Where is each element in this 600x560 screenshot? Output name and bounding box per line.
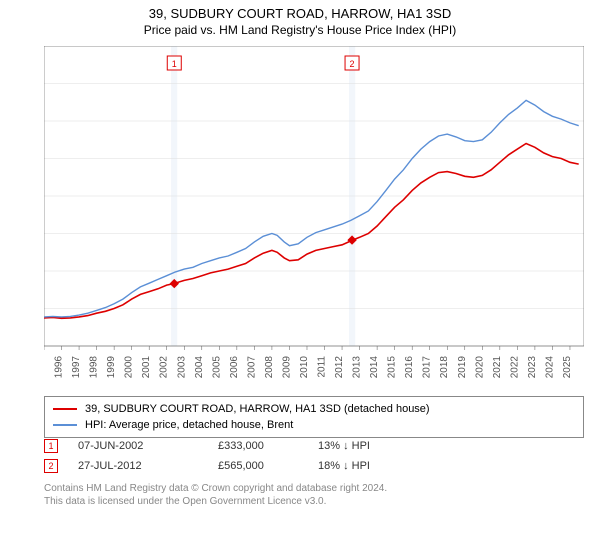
page-subtitle: Price paid vs. HM Land Registry's House …	[0, 23, 600, 37]
svg-text:1997: 1997	[71, 356, 82, 379]
svg-text:2015: 2015	[387, 356, 398, 379]
sale-delta: 13% ↓ HPI	[318, 440, 438, 452]
svg-text:2008: 2008	[264, 356, 275, 379]
svg-text:2017: 2017	[422, 356, 433, 379]
svg-text:2022: 2022	[509, 356, 520, 379]
sale-row: 1 07-JUN-2002£333,00013% ↓ HPI	[44, 436, 438, 456]
svg-text:2016: 2016	[404, 356, 415, 379]
svg-text:2011: 2011	[317, 356, 328, 378]
svg-text:2: 2	[350, 59, 355, 69]
svg-text:2004: 2004	[194, 356, 205, 379]
sale-date: 27-JUL-2012	[78, 460, 218, 472]
svg-text:2023: 2023	[527, 356, 538, 379]
svg-text:1995: 1995	[44, 356, 47, 379]
sale-date: 07-JUN-2002	[78, 440, 218, 452]
sale-row: 2 27-JUL-2012£565,00018% ↓ HPI	[44, 456, 438, 476]
page-title: 39, SUDBURY COURT ROAD, HARROW, HA1 3SD	[0, 6, 600, 21]
price-chart: £0£200K£400K£600K£800K£1M£1.2M£1.4M£1.6M…	[44, 46, 584, 386]
svg-text:2001: 2001	[141, 356, 152, 379]
attribution-footer: Contains HM Land Registry data © Crown c…	[44, 482, 584, 508]
svg-text:1996: 1996	[54, 356, 65, 379]
svg-text:2006: 2006	[229, 356, 240, 379]
sale-marker-box: 1	[44, 439, 58, 453]
sales-table: 1 07-JUN-2002£333,00013% ↓ HPI 2 27-JUL-201…	[44, 436, 438, 476]
svg-text:2020: 2020	[474, 356, 485, 379]
legend-swatch	[53, 408, 77, 410]
svg-text:2010: 2010	[299, 356, 310, 379]
legend: 39, SUDBURY COURT ROAD, HARROW, HA1 3SD …	[44, 396, 584, 438]
svg-text:2019: 2019	[457, 356, 468, 379]
svg-text:2014: 2014	[369, 356, 380, 379]
footer-line: Contains HM Land Registry data © Crown c…	[44, 482, 584, 495]
sale-price: £333,000	[218, 440, 318, 452]
legend-label: HPI: Average price, detached house, Bren…	[85, 419, 293, 431]
sale-marker-box: 2	[44, 459, 58, 473]
svg-text:2005: 2005	[211, 356, 222, 379]
svg-text:2000: 2000	[124, 356, 135, 379]
svg-text:2024: 2024	[544, 356, 555, 379]
footer-line: This data is licensed under the Open Gov…	[44, 495, 584, 508]
svg-text:2025: 2025	[562, 356, 573, 379]
legend-item: HPI: Average price, detached house, Bren…	[53, 417, 575, 433]
sale-price: £565,000	[218, 460, 318, 472]
svg-text:1: 1	[172, 59, 177, 69]
svg-text:2013: 2013	[352, 356, 363, 379]
svg-text:2009: 2009	[281, 356, 292, 379]
sale-delta: 18% ↓ HPI	[318, 460, 438, 472]
svg-text:1998: 1998	[89, 356, 100, 379]
svg-text:2021: 2021	[492, 356, 503, 379]
legend-label: 39, SUDBURY COURT ROAD, HARROW, HA1 3SD …	[85, 403, 430, 415]
svg-text:2002: 2002	[159, 356, 170, 379]
svg-text:2003: 2003	[176, 356, 187, 379]
svg-text:2012: 2012	[334, 356, 345, 379]
svg-text:2018: 2018	[439, 356, 450, 379]
legend-item: 39, SUDBURY COURT ROAD, HARROW, HA1 3SD …	[53, 401, 575, 417]
svg-text:1999: 1999	[106, 356, 117, 379]
legend-swatch	[53, 424, 77, 426]
svg-text:2007: 2007	[246, 356, 257, 379]
